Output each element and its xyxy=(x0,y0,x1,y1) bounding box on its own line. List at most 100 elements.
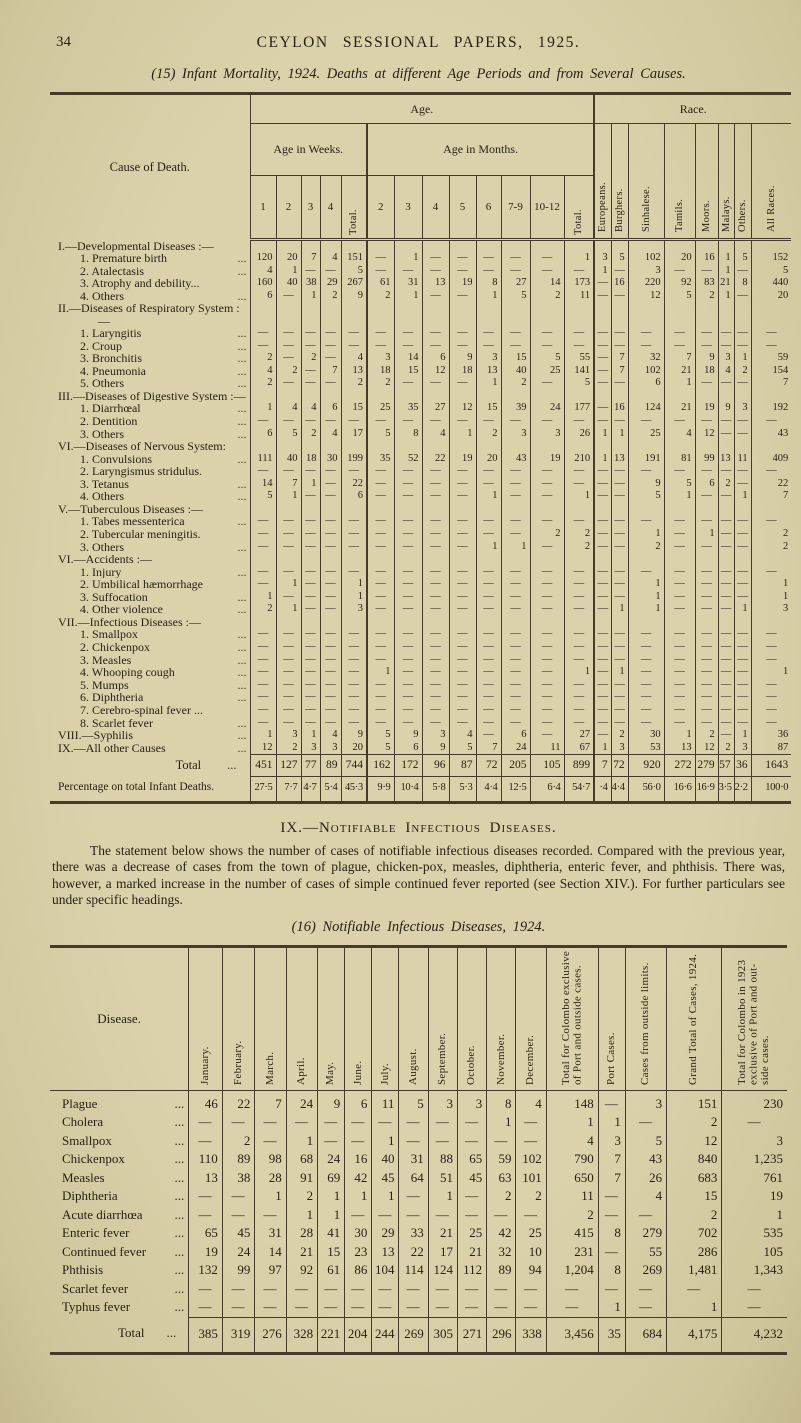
table-cell: 15 xyxy=(500,352,530,365)
table-row: 8. Scarlet fever... — — — — — — — — — — — — — — — — — — — — — xyxy=(50,716,792,730)
table-cell: — xyxy=(340,415,367,428)
table-cell: — xyxy=(750,339,792,353)
table-cell: — xyxy=(475,678,501,692)
table-cell: 35 xyxy=(597,1316,626,1354)
table-cell: — xyxy=(515,1279,547,1299)
leader-dots: ... xyxy=(174,1132,185,1148)
row-label-text: 4. Whooping cough xyxy=(80,666,175,679)
table-cell: — xyxy=(393,653,422,667)
race-group-header: Race. xyxy=(593,93,792,124)
table-cell: 55 xyxy=(563,352,595,365)
table-cell: 1 xyxy=(475,377,501,391)
table-cell: 99 xyxy=(221,1261,255,1280)
table-cell: 22 xyxy=(221,1090,255,1114)
race-col-label: Others. xyxy=(737,199,749,232)
row-label: 2. Croup... xyxy=(50,340,250,353)
table-cell: 4 xyxy=(319,427,341,441)
section-heading-row: I.—Developmental Diseases :— xyxy=(50,239,792,252)
row-label-text: Continued fever xyxy=(62,1243,147,1259)
table-cell: — xyxy=(694,678,719,692)
table-cell: 244 xyxy=(371,1316,399,1354)
table-cell: — xyxy=(319,653,341,667)
table-cell: 6 xyxy=(340,490,367,504)
table-cell: — xyxy=(340,703,367,717)
table-cell: 96 xyxy=(421,754,449,777)
table-cell: 9 xyxy=(694,352,719,365)
table-cell: 53 xyxy=(627,741,665,755)
table-cell: — xyxy=(421,377,449,391)
table-cell: 5 xyxy=(563,377,595,391)
table-cell: — xyxy=(393,666,422,679)
table-cell: — xyxy=(750,691,792,704)
table-cell: — xyxy=(663,666,696,679)
table-cell xyxy=(717,390,735,403)
table-cell: 14 xyxy=(393,352,422,365)
table-cell xyxy=(448,302,476,328)
table-cell: 36 xyxy=(733,754,752,777)
table-cell xyxy=(663,239,696,252)
table-cell xyxy=(366,503,394,516)
table-cell: 6·4 xyxy=(529,775,564,803)
table-cell: — xyxy=(475,666,501,679)
table-cell: — xyxy=(344,1298,372,1318)
table-cell: 1 xyxy=(717,289,735,303)
table-cell: — xyxy=(593,716,612,730)
table-cell: — xyxy=(563,477,595,491)
table-cell: 4·4 xyxy=(610,775,629,803)
table-cell: — xyxy=(486,1205,516,1225)
table-cell: — xyxy=(421,653,449,667)
race-col-label: Moors. xyxy=(701,200,713,232)
table-cell: 8 xyxy=(597,1224,626,1243)
row-label-text: 1. Injury xyxy=(80,565,122,579)
table-cell: — xyxy=(624,1205,667,1225)
leader-dots: ... xyxy=(174,1299,185,1315)
row-label: 1. Laryngitis... xyxy=(50,327,250,340)
table-cell: — xyxy=(300,528,320,541)
month-col-4: 4 xyxy=(421,175,449,241)
table-cell: — xyxy=(340,641,367,654)
row-label: Total... xyxy=(50,1317,188,1352)
table-cell xyxy=(529,616,564,629)
table-row: 1. Diarrhœal... 1 4 4 6 15 25 35 27 12 15 39 24 177—1… xyxy=(50,402,792,416)
table-cell: — xyxy=(456,1205,487,1225)
month-col-label: September. xyxy=(436,1032,449,1085)
mortality-table-body: I.—Developmental Diseases :— 1. Premature… xyxy=(50,239,792,803)
table-cell: 152 xyxy=(750,251,792,265)
table-cell: 1 xyxy=(694,528,719,541)
week-col-1: 1 xyxy=(249,175,276,241)
table-cell: 24 xyxy=(529,402,564,416)
table-cell xyxy=(610,440,629,453)
table-cell: — xyxy=(393,703,422,717)
table-cell: — xyxy=(421,515,449,529)
table-cell: 22 xyxy=(398,1242,429,1262)
table-cell: — xyxy=(427,1298,458,1318)
table-cell: — xyxy=(421,465,449,478)
table-cell xyxy=(421,503,449,516)
table-cell: — xyxy=(593,565,612,579)
row-label: Continued fever... xyxy=(50,1243,188,1262)
table-cell: — xyxy=(475,264,501,278)
table-cell: 7 xyxy=(610,364,629,378)
row-label-text: Chickenpox xyxy=(62,1151,125,1167)
table-cell: — xyxy=(340,666,367,679)
row-label-text: 5. Mumps xyxy=(80,678,129,692)
table-cell: 286 xyxy=(666,1242,722,1262)
table-cell: 7 xyxy=(663,352,696,365)
month-col-label: February. xyxy=(231,1040,244,1085)
table-cell: — xyxy=(254,1131,287,1151)
table-cell: — xyxy=(319,565,341,579)
table-cell xyxy=(393,616,422,629)
table-cell: 1 xyxy=(563,490,595,504)
table-cell: — xyxy=(663,590,696,604)
table-cell xyxy=(500,390,530,403)
table-cell: — xyxy=(275,327,301,340)
table-cell: — xyxy=(393,641,422,654)
table-cell: — xyxy=(563,578,595,591)
table-cell: — xyxy=(694,603,719,616)
row-label-text: 2. Chickenpox xyxy=(80,641,150,654)
row-label: 4. Other violence... xyxy=(50,603,250,616)
table-cell xyxy=(593,503,612,516)
table-cell: 24 xyxy=(317,1150,345,1169)
table-cell: 220 xyxy=(627,277,665,290)
table-cell: — xyxy=(366,515,394,529)
